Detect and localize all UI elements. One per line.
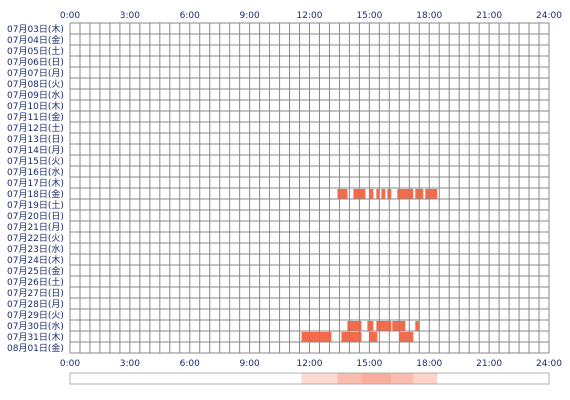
date-row-label: 07月30日(水) [7, 320, 64, 332]
date-row-label: 07月27日(日) [7, 288, 64, 299]
activity-block [367, 321, 374, 331]
summary-segment [337, 373, 362, 384]
grid-lines [69, 22, 550, 354]
hour-label-top: 0:00 [60, 11, 80, 21]
date-row-label: 07月31日(木) [7, 331, 64, 343]
date-row-label: 07月24日(木) [7, 254, 64, 266]
date-row-label: 07月15日(火) [7, 156, 64, 167]
activity-block [369, 189, 374, 199]
hour-label-top: 21:00 [476, 11, 502, 21]
top-hour-axis: 0:00 3:00 6:00 9:00 12:00 15:00 18:00 21:00 24:0… [60, 11, 562, 21]
hour-label-top: 3:00 [120, 11, 140, 21]
date-row-label: 07月16日(水) [7, 166, 64, 178]
hour-label-top: 6:00 [180, 11, 200, 21]
hour-label-bottom: 24:00 [536, 359, 562, 369]
hour-label-bottom: 0:00 [60, 359, 80, 369]
summary-segment [301, 373, 338, 384]
date-row-label: 07月23日(水) [7, 243, 64, 255]
activity-block [376, 189, 380, 199]
summary-bar-frame [69, 372, 550, 385]
activity-block [369, 332, 378, 342]
date-row-label: 08月01日(金) [7, 342, 64, 354]
hour-label-bottom: 3:00 [120, 359, 140, 369]
date-row-label: 07月28日(月) [7, 299, 64, 310]
hour-label-bottom: 6:00 [180, 359, 200, 369]
date-row-label: 07月20日(日) [7, 211, 64, 222]
activity-block [337, 189, 348, 199]
date-row-label: 07月26日(土) [7, 276, 64, 288]
hour-label-top: 15:00 [356, 11, 382, 21]
activity-block [376, 321, 392, 331]
activity-block [301, 332, 332, 342]
hour-label-top: 24:00 [536, 11, 562, 21]
hour-label-top: 9:00 [240, 11, 260, 21]
hour-label-bottom: 18:00 [416, 359, 442, 369]
date-row-label: 07月29日(火) [7, 310, 64, 321]
summary-segment [413, 373, 438, 384]
date-row-label: 07月03日(木) [7, 23, 64, 35]
summary-bar [69, 372, 550, 385]
date-row-label: 07月14日(月) [7, 145, 64, 156]
hour-label-bottom: 9:00 [240, 359, 260, 369]
bottom-hour-axis: 0:00 3:00 6:00 9:00 12:00 15:00 18:00 21:00 24:0… [60, 359, 562, 369]
activity-block [341, 332, 362, 342]
date-row-label: 07月25日(金) [7, 265, 64, 277]
activity-block [415, 321, 420, 331]
date-row-label: 07月06日(日) [7, 57, 64, 68]
activity-block [381, 189, 386, 199]
date-row-label: 07月08日(火) [7, 79, 64, 90]
date-row-label: 07月18日(金) [7, 188, 64, 200]
summary-segment [361, 373, 392, 384]
hour-label-top: 18:00 [416, 11, 442, 21]
date-row-label: 07月10日(木) [7, 100, 64, 112]
date-row-label: 07月13日(日) [7, 134, 64, 145]
date-row-label: 07月09日(水) [7, 89, 64, 101]
activity-block [399, 332, 414, 342]
date-row-label: 07月19日(土) [7, 199, 64, 211]
hour-label-bottom: 15:00 [356, 359, 382, 369]
hour-label-bottom: 12:00 [297, 359, 323, 369]
date-row-label: 07月04日(金) [7, 34, 64, 46]
date-row-label: 07月05日(土) [7, 45, 64, 57]
date-row-label: 07月21日(月) [7, 222, 64, 233]
date-row-label: 07月22日(火) [7, 233, 64, 244]
date-row-label: 07月07日(月) [7, 68, 64, 79]
hour-label-bottom: 21:00 [476, 359, 502, 369]
date-row-labels: 07月03日(木)07月04日(金)07月05日(土)07月06日(日)07月0… [7, 23, 64, 354]
activity-block [397, 189, 414, 199]
date-row-label: 07月17日(木) [7, 177, 64, 189]
summary-segment [391, 373, 414, 384]
date-row-label: 07月11日(金) [7, 111, 64, 123]
activity-block [347, 321, 362, 331]
activity-block [425, 189, 438, 199]
hour-label-top: 12:00 [297, 11, 323, 21]
date-row-label: 07月12日(土) [7, 122, 64, 134]
